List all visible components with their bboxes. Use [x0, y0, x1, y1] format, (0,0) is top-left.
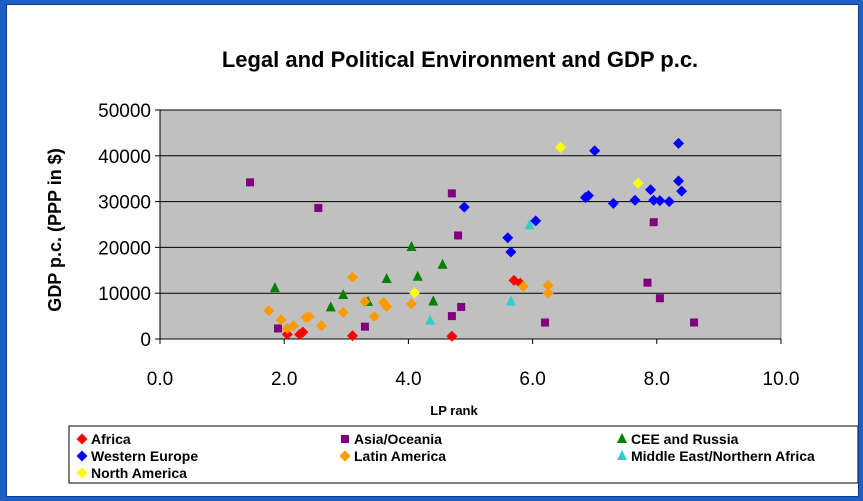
- x-tick-label: 0.0: [147, 369, 173, 390]
- legend: Africa Asia/Oceania CEE and Russia Western …: [76, 431, 815, 481]
- point-latin-america: [347, 271, 359, 283]
- point-western-europe: [629, 194, 641, 206]
- gridlines: [160, 109, 781, 294]
- legend-marker-north-america: [76, 467, 88, 479]
- point-cee-and-russia: [325, 301, 336, 312]
- point-africa: [347, 330, 359, 342]
- y-axis-title: GDP p.c. (PPP in $): [45, 148, 65, 311]
- point-latin-america: [275, 314, 287, 326]
- y-tick-label: 50000: [98, 101, 151, 122]
- point-asia-oceania: [649, 218, 658, 227]
- point-western-europe: [502, 232, 514, 244]
- point-asia-oceania: [314, 204, 323, 213]
- point-africa: [446, 330, 458, 342]
- legend-label-africa: Africa: [91, 431, 131, 447]
- chart-frame: Legal and Political Environment and GDP …: [6, 4, 859, 497]
- point-asia-oceania: [541, 318, 550, 327]
- data-points: [246, 137, 699, 342]
- x-tick-label: 6.0: [519, 369, 545, 390]
- legend-marker-cee-and-russia: [617, 433, 627, 443]
- point-asia-oceania: [447, 189, 456, 198]
- point-western-europe: [648, 194, 660, 206]
- point-latin-america: [303, 311, 315, 323]
- legend-marker-africa: [76, 433, 88, 445]
- point-asia-oceania: [457, 302, 466, 311]
- point-latin-america: [542, 279, 554, 291]
- point-cee-and-russia: [437, 258, 448, 269]
- point-western-europe: [645, 184, 657, 196]
- point-western-europe: [530, 215, 542, 227]
- y-tick-label: 40000: [98, 147, 151, 168]
- point-latin-america: [406, 298, 418, 310]
- point-western-europe: [582, 190, 594, 202]
- legend-label-cee-and-russia: CEE and Russia: [631, 431, 739, 447]
- y-tick-label: 20000: [98, 238, 151, 259]
- y-tick-label: 30000: [98, 193, 151, 214]
- point-latin-america: [359, 295, 371, 307]
- point-western-europe: [607, 197, 619, 209]
- point-north-america: [632, 177, 644, 189]
- point-north-america: [409, 287, 421, 299]
- legend-label-asia-oceania: Asia/Oceania: [354, 431, 442, 447]
- point-middle-east-northern-africa: [425, 314, 436, 325]
- point-western-europe: [589, 145, 601, 157]
- point-latin-america: [368, 311, 380, 323]
- point-cee-and-russia: [269, 282, 280, 293]
- legend-marker-asia-oceania: [341, 435, 349, 443]
- legend-box: [68, 425, 858, 484]
- legend-label-north-america: North America: [91, 465, 187, 481]
- point-cee-and-russia: [428, 295, 439, 306]
- legend-marker-latin-america: [339, 450, 351, 462]
- legend-label-middle-east-northern-africa: Middle East/Northern Africa: [631, 448, 815, 464]
- point-cee-and-russia: [406, 240, 417, 251]
- point-cee-and-russia: [412, 270, 423, 281]
- point-latin-america: [517, 280, 529, 292]
- legend-marker-western-europe: [76, 450, 88, 462]
- x-tick-label: 8.0: [644, 369, 670, 390]
- point-cee-and-russia: [381, 273, 392, 284]
- point-asia-oceania: [447, 312, 456, 321]
- legend-label-latin-america: Latin America: [354, 448, 446, 464]
- point-asia-oceania: [643, 278, 652, 287]
- point-western-europe: [663, 196, 675, 208]
- x-axis-title: LP rank: [430, 403, 478, 418]
- point-western-europe: [673, 175, 685, 187]
- point-asia-oceania: [273, 324, 282, 333]
- point-cee-and-russia: [338, 289, 349, 300]
- point-latin-america: [315, 320, 327, 332]
- y-tick-label: 0: [140, 330, 151, 351]
- x-tick-label: 2.0: [271, 369, 297, 390]
- point-latin-america: [381, 300, 393, 312]
- point-western-europe: [458, 201, 470, 213]
- chart-title: Legal and Political Environment and GDP …: [222, 47, 698, 72]
- legend-label-western-europe: Western Europe: [91, 448, 198, 464]
- point-middle-east-northern-africa: [524, 219, 535, 230]
- x-axis-ticks: 0.0 2.0 4.0 6.0 8.0 10.0: [147, 339, 800, 390]
- point-asia-oceania: [454, 231, 463, 240]
- point-north-america: [555, 142, 567, 154]
- plot-area: [159, 109, 782, 340]
- point-middle-east-northern-africa: [505, 295, 516, 306]
- scatter-chart: Legal and Political Environment and GDP …: [45, 47, 858, 484]
- axes: [159, 110, 781, 340]
- x-tick-label: 4.0: [395, 369, 421, 390]
- point-asia-oceania: [655, 294, 664, 303]
- point-western-europe: [505, 246, 517, 258]
- point-africa: [297, 326, 309, 338]
- point-latin-america: [542, 287, 554, 299]
- legend-marker-middle-east-northern-africa: [617, 450, 627, 460]
- point-latin-america: [288, 320, 300, 332]
- point-asia-oceania: [246, 178, 255, 187]
- point-africa: [281, 328, 293, 340]
- x-tick-label: 10.0: [763, 369, 800, 390]
- y-tick-label: 10000: [98, 284, 151, 305]
- point-asia-oceania: [690, 318, 699, 327]
- point-western-europe: [654, 195, 666, 207]
- point-western-europe: [676, 185, 688, 197]
- point-asia-oceania: [360, 322, 369, 331]
- point-latin-america: [263, 305, 275, 317]
- y-axis-ticks: 0 10000 20000 30000 40000 50000: [98, 101, 160, 351]
- point-western-europe: [673, 137, 685, 149]
- point-latin-america: [337, 306, 349, 318]
